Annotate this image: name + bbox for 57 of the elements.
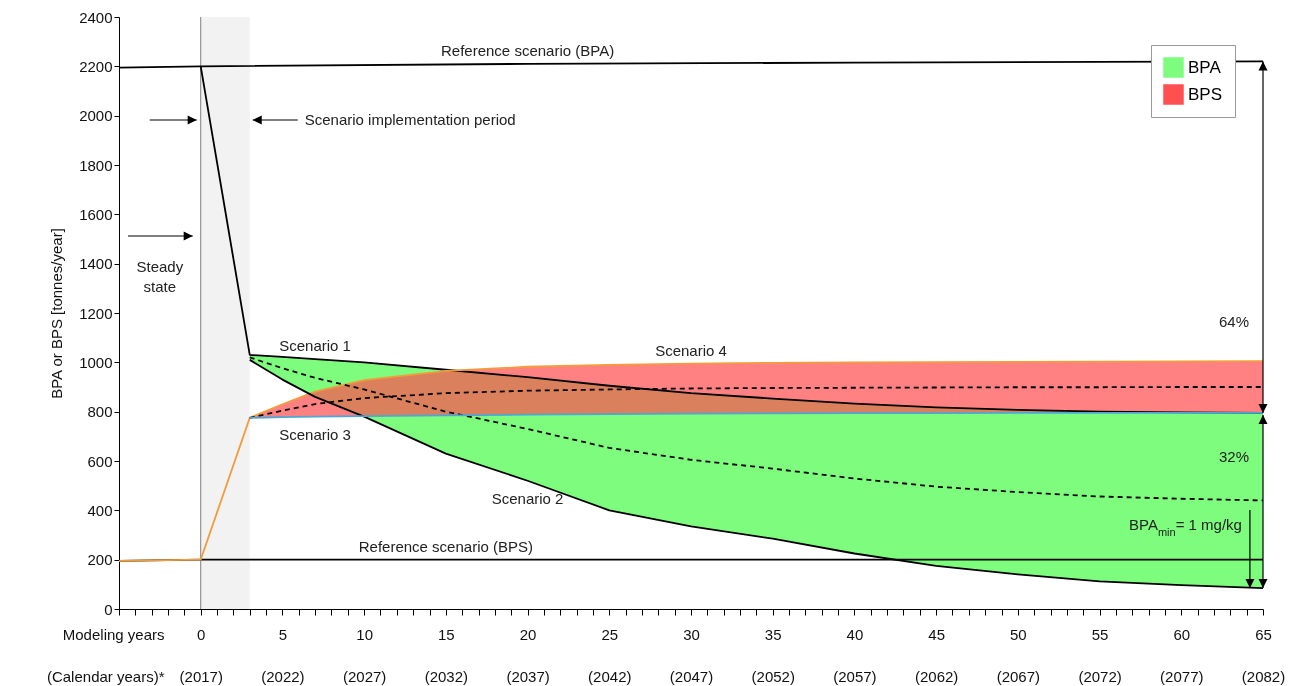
- x2-tick-label: (2062): [914, 667, 959, 685]
- y-tick-label: 2400: [79, 8, 113, 26]
- y-tick-label: 200: [87, 551, 113, 569]
- x2-tick-label: (2017): [179, 667, 223, 685]
- x2-tick-label: (2047): [669, 667, 714, 685]
- y-tick-label: 1400: [79, 255, 113, 273]
- annotation: Scenario 1: [279, 337, 351, 355]
- x2-tick-label: (2077): [1160, 667, 1204, 685]
- annotation: Steady state: [136, 258, 184, 295]
- x2-tick-label: (2057): [833, 667, 877, 685]
- x2-tick-label: (2067): [996, 667, 1041, 685]
- annotation: Scenario 3: [279, 425, 351, 443]
- y-tick-label: 2000: [79, 107, 113, 125]
- x-tick-label: 25: [601, 625, 619, 643]
- x-tick-label: 30: [683, 625, 700, 643]
- legend-label: BPS: [1188, 84, 1223, 104]
- x-tick-label: 50: [1010, 625, 1027, 643]
- x2-tick-label: (2082): [1241, 667, 1286, 685]
- x2-axis-title: (Calendar years)*: [46, 667, 165, 685]
- annotation: Reference scenario (BPA): [441, 41, 615, 59]
- annotation: 64%: [1218, 312, 1249, 330]
- y-tick-label: 2200: [79, 57, 113, 75]
- y-tick-label: 1600: [79, 205, 113, 223]
- x2-tick-label: (2042): [588, 667, 632, 685]
- y-tick-label: 800: [87, 403, 113, 421]
- legend-label: BPA: [1188, 57, 1222, 77]
- x-tick-label: 15: [438, 625, 455, 643]
- x-tick-label: 60: [1173, 625, 1191, 643]
- y-tick-label: 400: [87, 501, 113, 519]
- y-tick-label: 1200: [79, 304, 113, 322]
- y-axis-title: BPA or BPS [tonnes/year]: [48, 228, 66, 399]
- y-tick-label: 600: [87, 452, 113, 470]
- x2-tick-label: (2022): [261, 667, 305, 685]
- annotation: Reference scenario (BPS): [358, 537, 533, 555]
- x2-tick-label: (2032): [424, 667, 469, 685]
- x2-tick-label: (2052): [751, 667, 795, 685]
- x-axis-title: Modeling years: [62, 625, 165, 643]
- annotation: Scenario 4: [655, 341, 727, 359]
- x-tick-label: 20: [519, 625, 537, 643]
- x-tick-label: 40: [846, 625, 864, 643]
- band-label: Scenario implementation period: [304, 111, 516, 128]
- y-tick-label: 1800: [79, 156, 113, 174]
- x-tick-label: 55: [1091, 625, 1109, 643]
- x2-tick-label: (2072): [1078, 667, 1122, 685]
- annotation: BPA$_{min}$= 1 mg/kg: [1128, 516, 1242, 539]
- x-tick-label: 10: [356, 625, 373, 643]
- y-tick-label: 1000: [79, 353, 113, 371]
- x-tick-label: 0: [197, 625, 206, 643]
- annotation: 32%: [1218, 447, 1249, 465]
- x-tick-label: 5: [278, 625, 288, 643]
- x-tick-label: 35: [764, 625, 782, 643]
- annotation: Scenario 2: [491, 489, 564, 507]
- x-tick-label: 65: [1255, 625, 1272, 643]
- y-tick-label: 0: [104, 600, 113, 618]
- x2-tick-label: (2037): [506, 667, 550, 685]
- x-tick-label: 45: [928, 625, 945, 643]
- x2-tick-label: (2027): [342, 667, 387, 685]
